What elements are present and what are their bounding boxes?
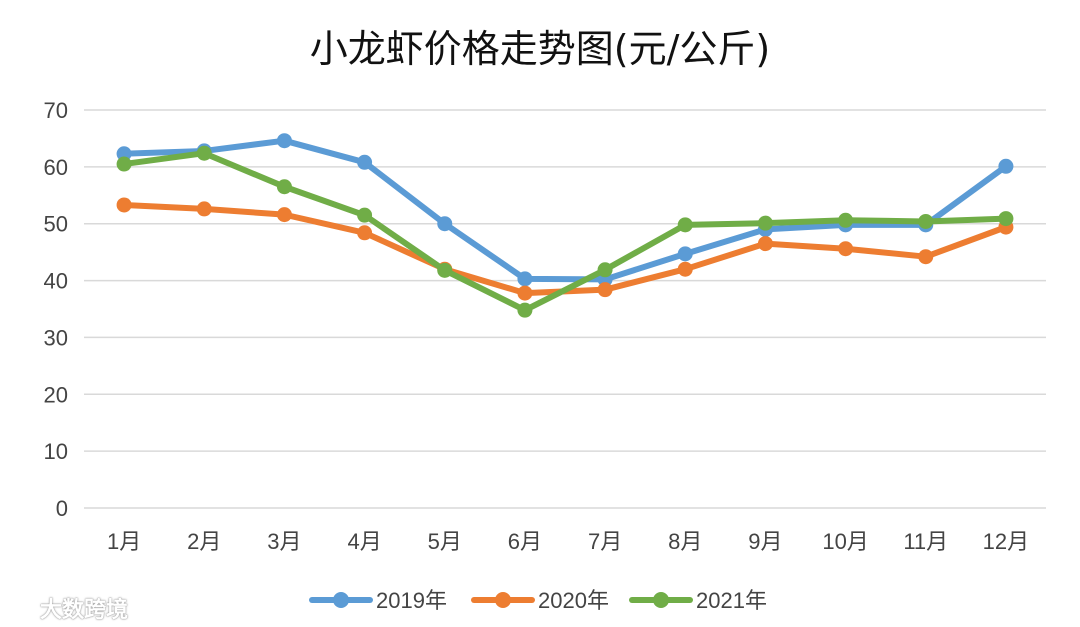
y-tick-label: 10	[44, 439, 68, 464]
x-tick-label: 12月	[983, 529, 1029, 554]
data-point	[517, 271, 533, 287]
y-tick-label: 20	[44, 382, 68, 407]
series-2021年	[116, 145, 1014, 318]
legend-label: 2020年	[538, 588, 609, 613]
legend-swatch-marker	[653, 592, 669, 608]
x-tick-label: 4月	[347, 529, 381, 554]
y-tick-label: 40	[44, 269, 68, 294]
series-layer	[116, 133, 1014, 318]
x-tick-label: 1月	[107, 529, 141, 554]
data-point	[276, 133, 292, 149]
data-point	[196, 201, 212, 217]
y-tick-label: 30	[44, 325, 68, 350]
x-tick-label: 3月	[267, 529, 301, 554]
data-point	[838, 212, 854, 228]
legend-item: 2019年	[309, 588, 447, 613]
legend-swatch-marker	[333, 592, 349, 608]
x-tick-label: 2月	[187, 529, 221, 554]
chart-title: 小龙虾价格走势图(元/公斤)	[310, 27, 770, 71]
x-tick-label: 9月	[748, 529, 782, 554]
data-point	[677, 217, 693, 233]
watermark-text: 大数跨境	[40, 598, 129, 623]
x-tick-label: 5月	[428, 529, 462, 554]
legend-label: 2021年	[696, 588, 767, 613]
x-tick-label: 6月	[508, 529, 542, 554]
x-tick-label: 10月	[822, 529, 868, 554]
data-point	[918, 249, 934, 265]
data-point	[597, 262, 613, 278]
data-point	[276, 207, 292, 223]
series-2020年	[116, 197, 1014, 301]
data-point	[357, 207, 373, 223]
x-tick-label: 8月	[668, 529, 702, 554]
series-line	[121, 137, 1009, 283]
data-point	[437, 262, 453, 278]
data-point	[116, 156, 132, 172]
legend: 2019年 2020年 2021年	[309, 588, 767, 613]
gridlines	[84, 109, 1046, 509]
data-point	[998, 158, 1014, 174]
y-tick-label: 50	[44, 212, 68, 237]
x-tick-label: 7月	[588, 529, 622, 554]
data-point	[517, 302, 533, 318]
y-tick-label: 0	[56, 496, 68, 521]
data-point	[116, 197, 132, 213]
data-point	[357, 154, 373, 170]
data-point	[437, 216, 453, 232]
x-tick-label: 11月	[903, 529, 948, 554]
data-point	[196, 145, 212, 161]
data-point	[998, 211, 1014, 227]
legend-swatch-marker	[495, 592, 511, 608]
y-tick-label: 70	[44, 98, 68, 123]
data-point	[757, 215, 773, 231]
legend-label: 2019年	[376, 588, 447, 613]
data-point	[357, 225, 373, 241]
data-point	[276, 179, 292, 195]
y-axis-ticks: 0 10 20 30 40 50 60 70	[44, 98, 68, 521]
data-point	[918, 213, 934, 229]
watermark: 大数跨境	[8, 592, 128, 624]
y-tick-label: 60	[44, 155, 68, 180]
legend-item: 2021年	[629, 588, 767, 613]
data-point	[677, 261, 693, 277]
data-point	[757, 236, 773, 252]
data-point	[597, 282, 613, 298]
weibo-logo-icon	[8, 599, 35, 619]
x-axis-ticks: 1月 2月 3月 4月 5月 6月 7月 8月 9月 10月 11月 12月	[107, 529, 1029, 554]
series-line	[121, 150, 1009, 314]
data-point	[838, 241, 854, 257]
legend-item: 2020年	[471, 588, 609, 613]
data-point	[677, 246, 693, 262]
data-point	[517, 285, 533, 301]
